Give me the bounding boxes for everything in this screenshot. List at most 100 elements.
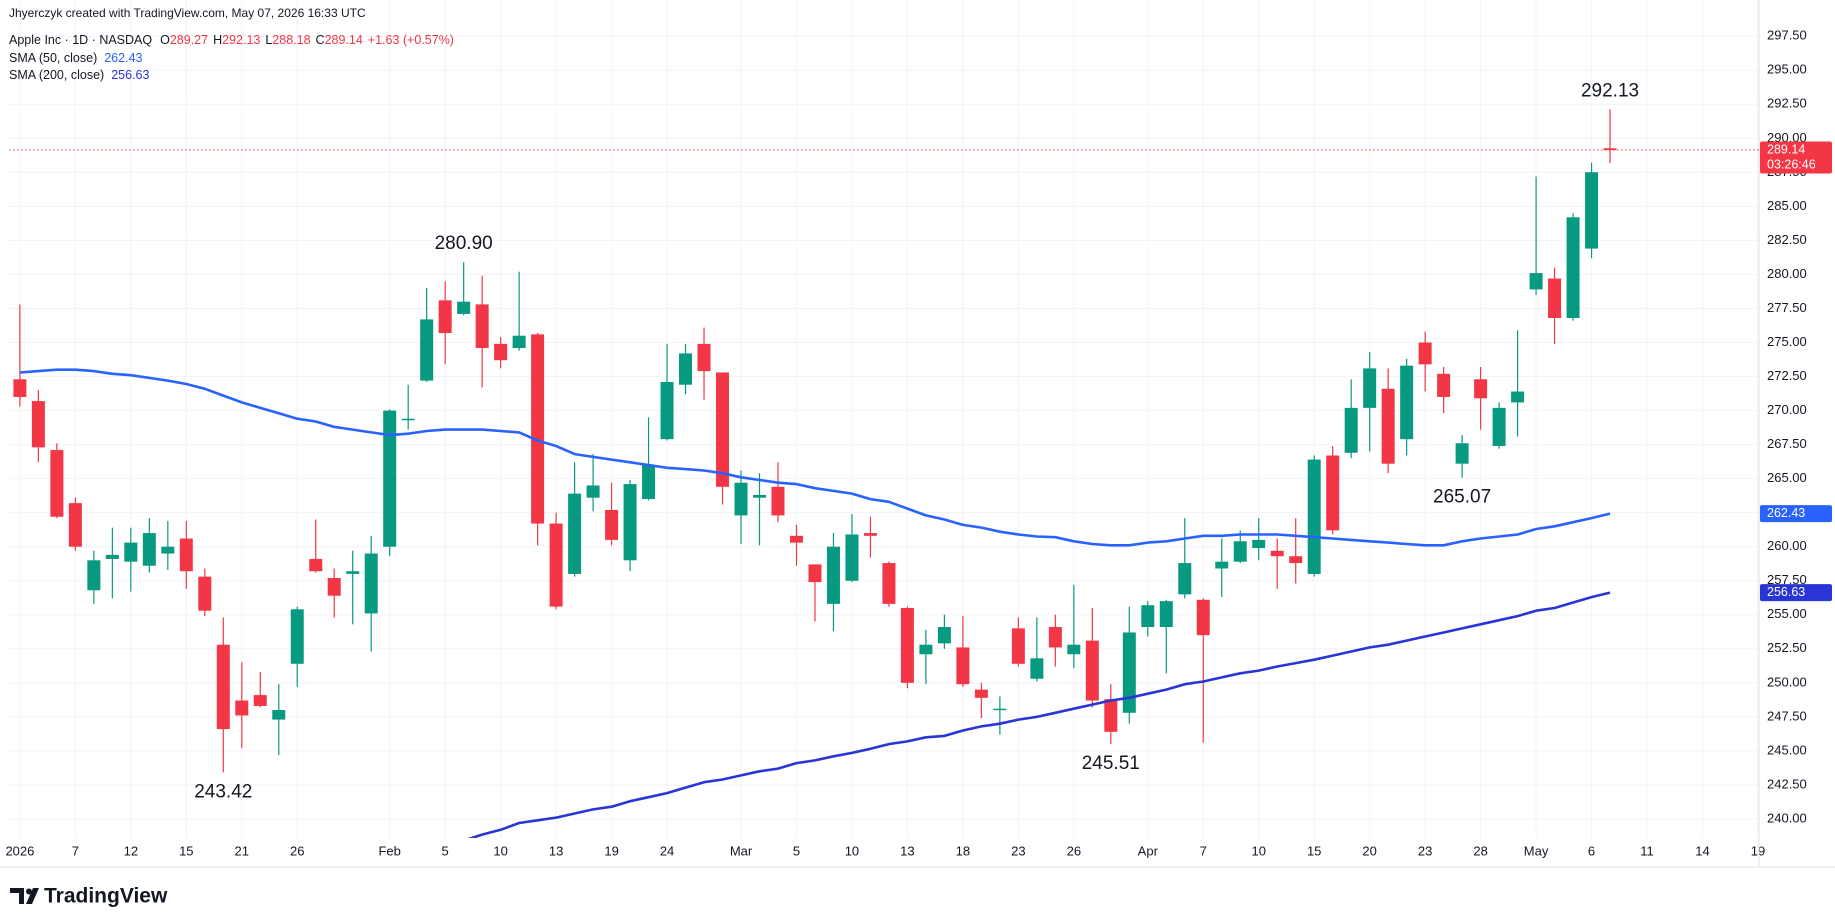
candle-body: [161, 546, 175, 554]
candle-body: [13, 379, 27, 397]
y-tick-label: 242.50: [1767, 776, 1807, 791]
x-tick-label: 6: [1588, 843, 1595, 858]
ohlc-value: 292.13: [222, 33, 260, 47]
candle-body: [494, 343, 508, 361]
candle-body: [1011, 628, 1025, 664]
candle-body: [1178, 563, 1192, 595]
y-tick-label: 270.00: [1767, 402, 1807, 417]
candle-body: [1603, 148, 1617, 151]
y-tick-label: 285.00: [1767, 198, 1807, 213]
candle-body: [87, 560, 101, 591]
x-tick-label: 14: [1695, 843, 1709, 858]
candle-body: [383, 410, 397, 547]
x-tick-label: 7: [1200, 843, 1207, 858]
candle-body: [771, 486, 785, 516]
candle-body: [438, 300, 452, 333]
candle-body: [290, 609, 304, 664]
candle-body: [1270, 550, 1284, 557]
candle-body: [1363, 368, 1377, 408]
candle-body: [179, 538, 193, 572]
x-tick-label: 19: [604, 843, 618, 858]
ohlc-value: 289.14: [325, 33, 363, 47]
x-tick-label: 7: [72, 843, 79, 858]
candle-body: [198, 576, 212, 611]
logo-text: TradingView: [44, 885, 168, 908]
candle-body: [1141, 605, 1155, 628]
candle-body: [1307, 459, 1321, 574]
y-tick-label: 247.50: [1767, 708, 1807, 723]
candle-body: [531, 334, 545, 524]
candle-body: [420, 319, 434, 381]
candle-body: [679, 353, 693, 385]
y-tick-label: 252.50: [1767, 640, 1807, 655]
price-tag-label: 289.14: [1767, 142, 1805, 156]
legend-item: SMA (50, close) 262.43: [9, 51, 143, 65]
ohlc-value: 288.18: [272, 33, 310, 47]
symbol: Apple Inc · 1D · NASDAQ: [9, 33, 152, 47]
y-tick-label: 272.50: [1767, 368, 1807, 383]
candle-body: [993, 708, 1007, 711]
logo: TradingView: [10, 885, 168, 908]
candle-body: [1344, 407, 1358, 453]
y-tick-label: 282.50: [1767, 232, 1807, 247]
candle-body: [845, 534, 859, 581]
candle-body: [309, 558, 323, 572]
y-tick-label: 260.00: [1767, 538, 1807, 553]
candle-body: [1381, 388, 1395, 464]
ohlc-value: 289.27: [170, 33, 208, 47]
x-tick-label: Apr: [1138, 843, 1159, 858]
candle-body: [956, 647, 970, 685]
candle-body: [586, 485, 600, 498]
annotation: 280.90: [435, 233, 493, 254]
candle-body: [882, 563, 896, 604]
candle-body: [623, 484, 637, 561]
candle-body: [1233, 541, 1247, 562]
legend-name: SMA (200, close): [9, 68, 104, 82]
y-tick-label: 280.00: [1767, 266, 1807, 281]
candle-body: [734, 482, 748, 516]
y-tick-label: 275.00: [1767, 334, 1807, 349]
y-tick-label: 255.00: [1767, 606, 1807, 621]
candle-body: [1196, 599, 1210, 636]
candle-body: [124, 542, 138, 562]
candle-body: [1159, 601, 1173, 628]
candle-body: [1252, 539, 1266, 549]
legend-title: Apple Inc · 1D · NASDAQ O289.27 H292.13 L28…: [9, 33, 454, 47]
annotation: 243.42: [194, 781, 252, 802]
candle-body: [697, 343, 711, 372]
candle-body: [327, 578, 341, 596]
x-tick-label: 2026: [5, 843, 34, 858]
candle-body: [974, 689, 988, 698]
candle-body: [253, 695, 267, 706]
candle-body: [235, 700, 249, 716]
candle-body: [1511, 391, 1525, 403]
ohlc-label: H: [213, 33, 222, 47]
candle-body: [216, 644, 230, 730]
y-tick-label: 240.00: [1767, 810, 1807, 825]
plot: [9, 109, 1759, 838]
candle-body: [1437, 373, 1451, 397]
x-tick-label: 5: [793, 843, 800, 858]
axes: 240.00 242.50 245.00 247.50 250.00 252.50 255.…: [5, 28, 1806, 859]
y-tick-label: 250.00: [1767, 674, 1807, 689]
candle-body: [68, 503, 82, 547]
x-tick-label: 5: [442, 843, 449, 858]
annotation: 245.51: [1082, 753, 1140, 774]
x-tick-label: 15: [1307, 843, 1321, 858]
overlay: 243.42 280.90 245.51 265.07 292.13 262.43 256.…: [9, 33, 1832, 802]
candle-body: [1548, 278, 1562, 319]
candle-body: [1030, 658, 1044, 679]
x-tick-label: 21: [235, 843, 249, 858]
candle-body: [826, 546, 840, 604]
y-tick-label: 245.00: [1767, 742, 1807, 757]
candle-body: [1566, 217, 1580, 319]
price-tag: [1760, 141, 1832, 174]
candle-body: [346, 571, 360, 574]
annotation: 292.13: [1581, 80, 1639, 101]
x-tick-label: 23: [1418, 843, 1432, 858]
candle-body: [808, 564, 822, 583]
x-tick-label: 18: [956, 843, 970, 858]
candle-body: [716, 372, 730, 487]
